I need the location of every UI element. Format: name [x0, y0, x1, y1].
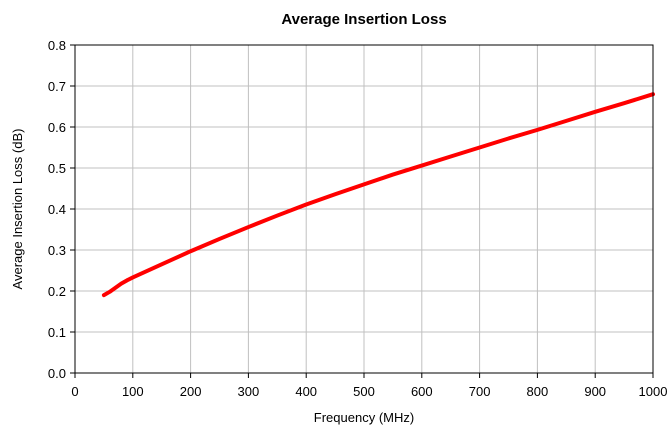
y-tick-label: 0.7 — [48, 79, 66, 94]
x-tick-label: 1000 — [639, 384, 668, 399]
y-tick-label: 0.2 — [48, 284, 66, 299]
y-tick-label: 0.5 — [48, 161, 66, 176]
y-tick-label: 0.1 — [48, 325, 66, 340]
x-tick-label: 700 — [469, 384, 491, 399]
chart-title: Average Insertion Loss — [281, 11, 446, 28]
y-tick-label: 0.4 — [48, 202, 66, 217]
grid — [75, 45, 653, 373]
y-tick-label: 0.3 — [48, 243, 66, 258]
ticks: 0 100 200 300 400 500 600 700 800 900 1000 0.0 0.1 0.… — [48, 38, 668, 399]
x-tick-label: 100 — [122, 384, 144, 399]
series-layer — [101, 92, 655, 298]
x-tick-label: 400 — [295, 384, 317, 399]
y-tick-label: 0.6 — [48, 120, 66, 135]
x-tick-label: 0 — [71, 384, 78, 399]
x-tick-label: 900 — [584, 384, 606, 399]
y-tick-label: 0.0 — [48, 366, 66, 381]
x-tick-label: 600 — [411, 384, 433, 399]
x-tick-label: 800 — [527, 384, 549, 399]
x-axis-label: Frequency (MHz) — [314, 410, 414, 425]
y-axis-label: Average Insertion Loss (dB) — [10, 129, 25, 290]
x-tick-label: 300 — [238, 384, 260, 399]
y-tick-label: 0.8 — [48, 38, 66, 53]
x-tick-label: 500 — [353, 384, 375, 399]
x-tick-label: 200 — [180, 384, 202, 399]
series-line-0 — [101, 92, 655, 298]
